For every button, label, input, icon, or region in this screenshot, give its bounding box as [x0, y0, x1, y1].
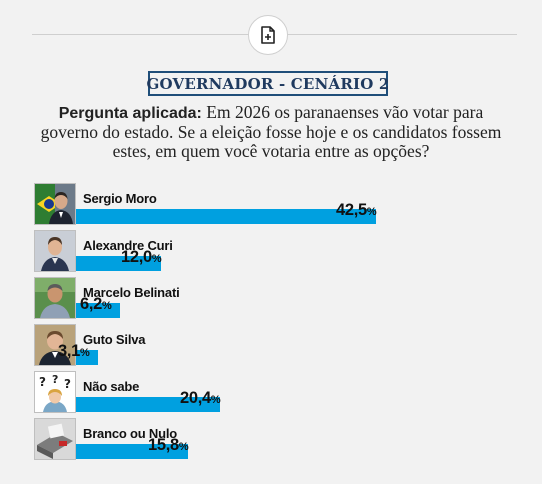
- value-label: 6,2%: [80, 295, 112, 314]
- percent-symbol: %: [366, 206, 377, 218]
- value-label: 12,0%: [121, 248, 162, 267]
- document-add-icon[interactable]: [248, 15, 288, 55]
- candidate-name: Guto Silva: [83, 332, 146, 347]
- value-label: 42,5%: [336, 201, 377, 220]
- value-number: 3,1: [58, 342, 81, 360]
- value-label: 3,1%: [58, 342, 90, 361]
- question-text: Pergunta aplicada: Em 2026 os paranaense…: [40, 103, 502, 161]
- chart-row: Sergio Moro 42,5%: [34, 183, 514, 227]
- bar: [76, 303, 120, 318]
- chart-title: GOVERNADOR - CENÁRIO 2: [146, 74, 390, 93]
- percent-symbol: %: [151, 253, 162, 265]
- candidate-photo-sergio-moro: [34, 183, 76, 225]
- bar: [76, 397, 220, 412]
- chart-row: Marcelo Belinati 6,2%: [34, 277, 514, 321]
- candidate-name: Sergio Moro: [83, 191, 157, 206]
- candidate-name: Marcelo Belinati: [83, 285, 180, 300]
- question-marks-illustration: ? ? ?: [34, 371, 76, 413]
- value-number: 6,2: [80, 295, 103, 313]
- bar: [76, 350, 98, 365]
- option-name: Branco ou Nulo: [83, 426, 177, 441]
- value-label: 15,8%: [148, 436, 189, 455]
- bar: [76, 444, 188, 459]
- percent-symbol: %: [80, 347, 90, 359]
- value-number: 12,0: [121, 248, 152, 266]
- chart-row: Branco ou Nulo 15,8%: [34, 418, 514, 462]
- svg-text:?: ?: [52, 373, 58, 386]
- candidate-photo-guto-silva: [34, 324, 76, 366]
- chart-row: Guto Silva 3,1%: [34, 324, 514, 368]
- bar: [76, 209, 376, 224]
- value-number: 15,8: [148, 436, 179, 454]
- bar: [76, 256, 161, 271]
- value-label: 20,4%: [180, 389, 221, 408]
- candidate-name: Alexandre Curi: [83, 238, 173, 253]
- svg-text:?: ?: [39, 375, 46, 389]
- value-number: 20,4: [180, 389, 211, 407]
- candidate-photo-marcelo-belinati: [34, 277, 76, 319]
- percent-symbol: %: [210, 394, 221, 406]
- question-body: Em 2026 os paranaenses vão votar para go…: [40, 102, 502, 161]
- chart-row: Alexandre Curi 12,0%: [34, 230, 514, 274]
- percent-symbol: %: [102, 300, 112, 312]
- question-label: Pergunta aplicada:: [58, 105, 202, 122]
- option-name: Não sabe: [83, 379, 140, 394]
- chart-title-box: GOVERNADOR - CENÁRIO 2: [146, 71, 390, 96]
- chart-row: ? ? ? Não sabe 20,4%: [34, 371, 514, 415]
- svg-text:?: ?: [64, 377, 71, 391]
- ballot-box-illustration: [34, 418, 76, 460]
- value-number: 42,5: [336, 201, 367, 219]
- candidate-photo-alexandre-curi: [34, 230, 76, 272]
- percent-symbol: %: [178, 441, 189, 453]
